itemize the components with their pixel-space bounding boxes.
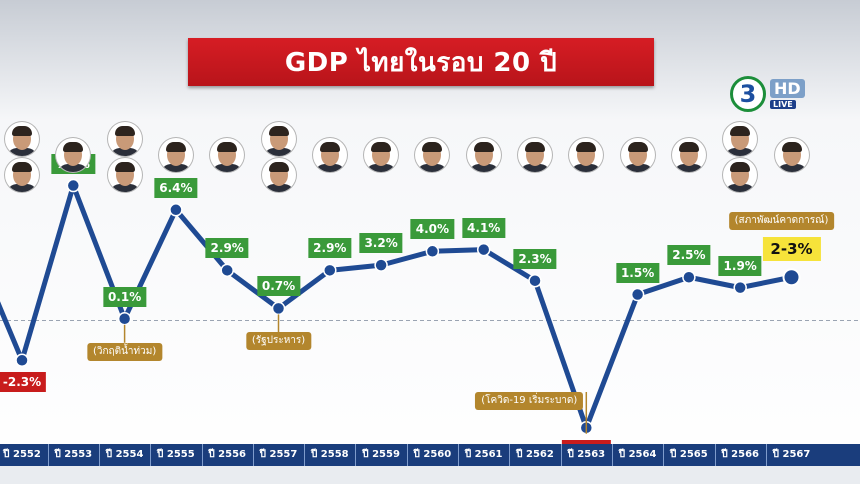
data-point [476, 242, 491, 257]
data-point [66, 178, 81, 193]
prime-minister-avatar [415, 138, 450, 172]
event-annotation: (วิกฤตินํ้าท่วม) [86, 342, 163, 361]
year-separator [458, 444, 460, 466]
title-banner: GDP ไทยในรอบ 20 ปี [188, 38, 654, 86]
year-axis [0, 444, 860, 466]
data-point [271, 301, 286, 316]
year-separator [509, 444, 511, 466]
year-tick-label: ปี 2564 [618, 449, 657, 460]
prime-minister-avatar [261, 122, 296, 156]
data-point [682, 270, 696, 284]
prime-minister-avatar [364, 138, 399, 172]
live-badge: LIVE [770, 100, 796, 109]
year-separator [355, 444, 357, 466]
data-point [374, 258, 388, 272]
year-separator [406, 444, 408, 466]
data-point [323, 263, 337, 278]
data-label: 2.9% [205, 238, 249, 259]
year-tick-label: ปี 2557 [259, 449, 298, 460]
data-label: 1.9% [718, 255, 762, 276]
data-point [425, 244, 440, 259]
channel-number: 3 [730, 76, 766, 112]
data-label: 2.5% [667, 245, 711, 266]
year-tick-label: ปี 2563 [567, 449, 606, 460]
year-separator [611, 444, 613, 466]
prime-minister-avatar [5, 122, 39, 156]
data-label: 4.0% [410, 219, 455, 240]
year-tick-label: ปี 2552 [3, 449, 41, 460]
year-tick-label: ปี 2561 [464, 449, 503, 460]
prime-minister-avatar [569, 138, 604, 172]
year-tick-label: ปี 2556 [208, 449, 247, 460]
data-point [117, 312, 132, 326]
prime-minister-avatar [774, 138, 809, 172]
data-label: 0.1% [102, 286, 147, 307]
data-label: 6.4% [154, 177, 198, 198]
year-tick-label: ปี 2567 [772, 449, 811, 460]
chart-title: GDP ไทยในรอบ 20 ปี [284, 47, 558, 78]
year-tick-label: ปี 2559 [362, 449, 400, 460]
year-tick-label: ปี 2555 [157, 449, 195, 460]
channel-3-logo: 3 HD LIVE [730, 76, 826, 112]
year-separator [47, 444, 49, 466]
year-separator [150, 444, 152, 466]
prime-minister-avatar [671, 138, 706, 172]
year-separator [560, 444, 562, 466]
data-point [528, 273, 542, 288]
data-label: 0.7% [256, 276, 301, 297]
data-point [220, 263, 234, 278]
data-label: 2.9% [308, 238, 352, 259]
data-label: 1.5% [615, 262, 660, 283]
data-point [782, 268, 801, 287]
data-label: 4.1% [462, 217, 506, 238]
year-separator [765, 444, 767, 466]
prime-minister-avatar [107, 122, 142, 156]
year-separator [663, 444, 665, 466]
year-separator [201, 444, 203, 466]
data-point [630, 287, 645, 302]
year-separator [98, 444, 100, 466]
prime-minister-avatar [56, 138, 91, 172]
data-label: 2.3% [513, 248, 557, 269]
year-separator [714, 444, 716, 466]
event-annotation: (รัฐประหาร) [245, 332, 312, 351]
hd-badge: HD [770, 79, 805, 98]
year-separator [304, 444, 306, 466]
data-label: -2.3% [0, 372, 47, 393]
prime-minister-avatar [261, 158, 296, 192]
prime-minister-avatar [466, 138, 501, 172]
year-tick-label: ปี 2565 [670, 449, 708, 460]
year-separator [252, 444, 254, 466]
data-label: 2-3% [762, 237, 821, 262]
event-annotation: (โควิด-19 เริ่มระบาด) [475, 392, 584, 410]
year-tick-label: ปี 2562 [516, 449, 554, 460]
year-tick-label: ปี 2558 [310, 449, 349, 460]
prime-minister-avatar [312, 138, 347, 172]
year-tick-label: ปี 2553 [54, 449, 93, 460]
prime-minister-avatar [210, 138, 245, 172]
data-label: 3.2% [359, 233, 403, 254]
year-tick-label: ปี 2560 [413, 449, 452, 460]
prime-minister-avatar [723, 158, 758, 192]
data-point [15, 353, 29, 368]
prime-minister-avatar [107, 158, 142, 192]
forecast-note: (สภาพัฒน์คาดการณ์) [728, 212, 835, 230]
data-point [733, 280, 747, 295]
year-tick-label: ปี 2554 [105, 449, 144, 460]
year-tick-label: ปี 2566 [721, 449, 760, 460]
prime-minister-avatar [5, 158, 39, 192]
prime-minister-avatar [158, 138, 193, 172]
prime-minister-avatar [620, 138, 655, 172]
data-point [169, 203, 183, 217]
prime-minister-avatar [518, 138, 552, 172]
prime-minister-avatar [723, 122, 758, 156]
